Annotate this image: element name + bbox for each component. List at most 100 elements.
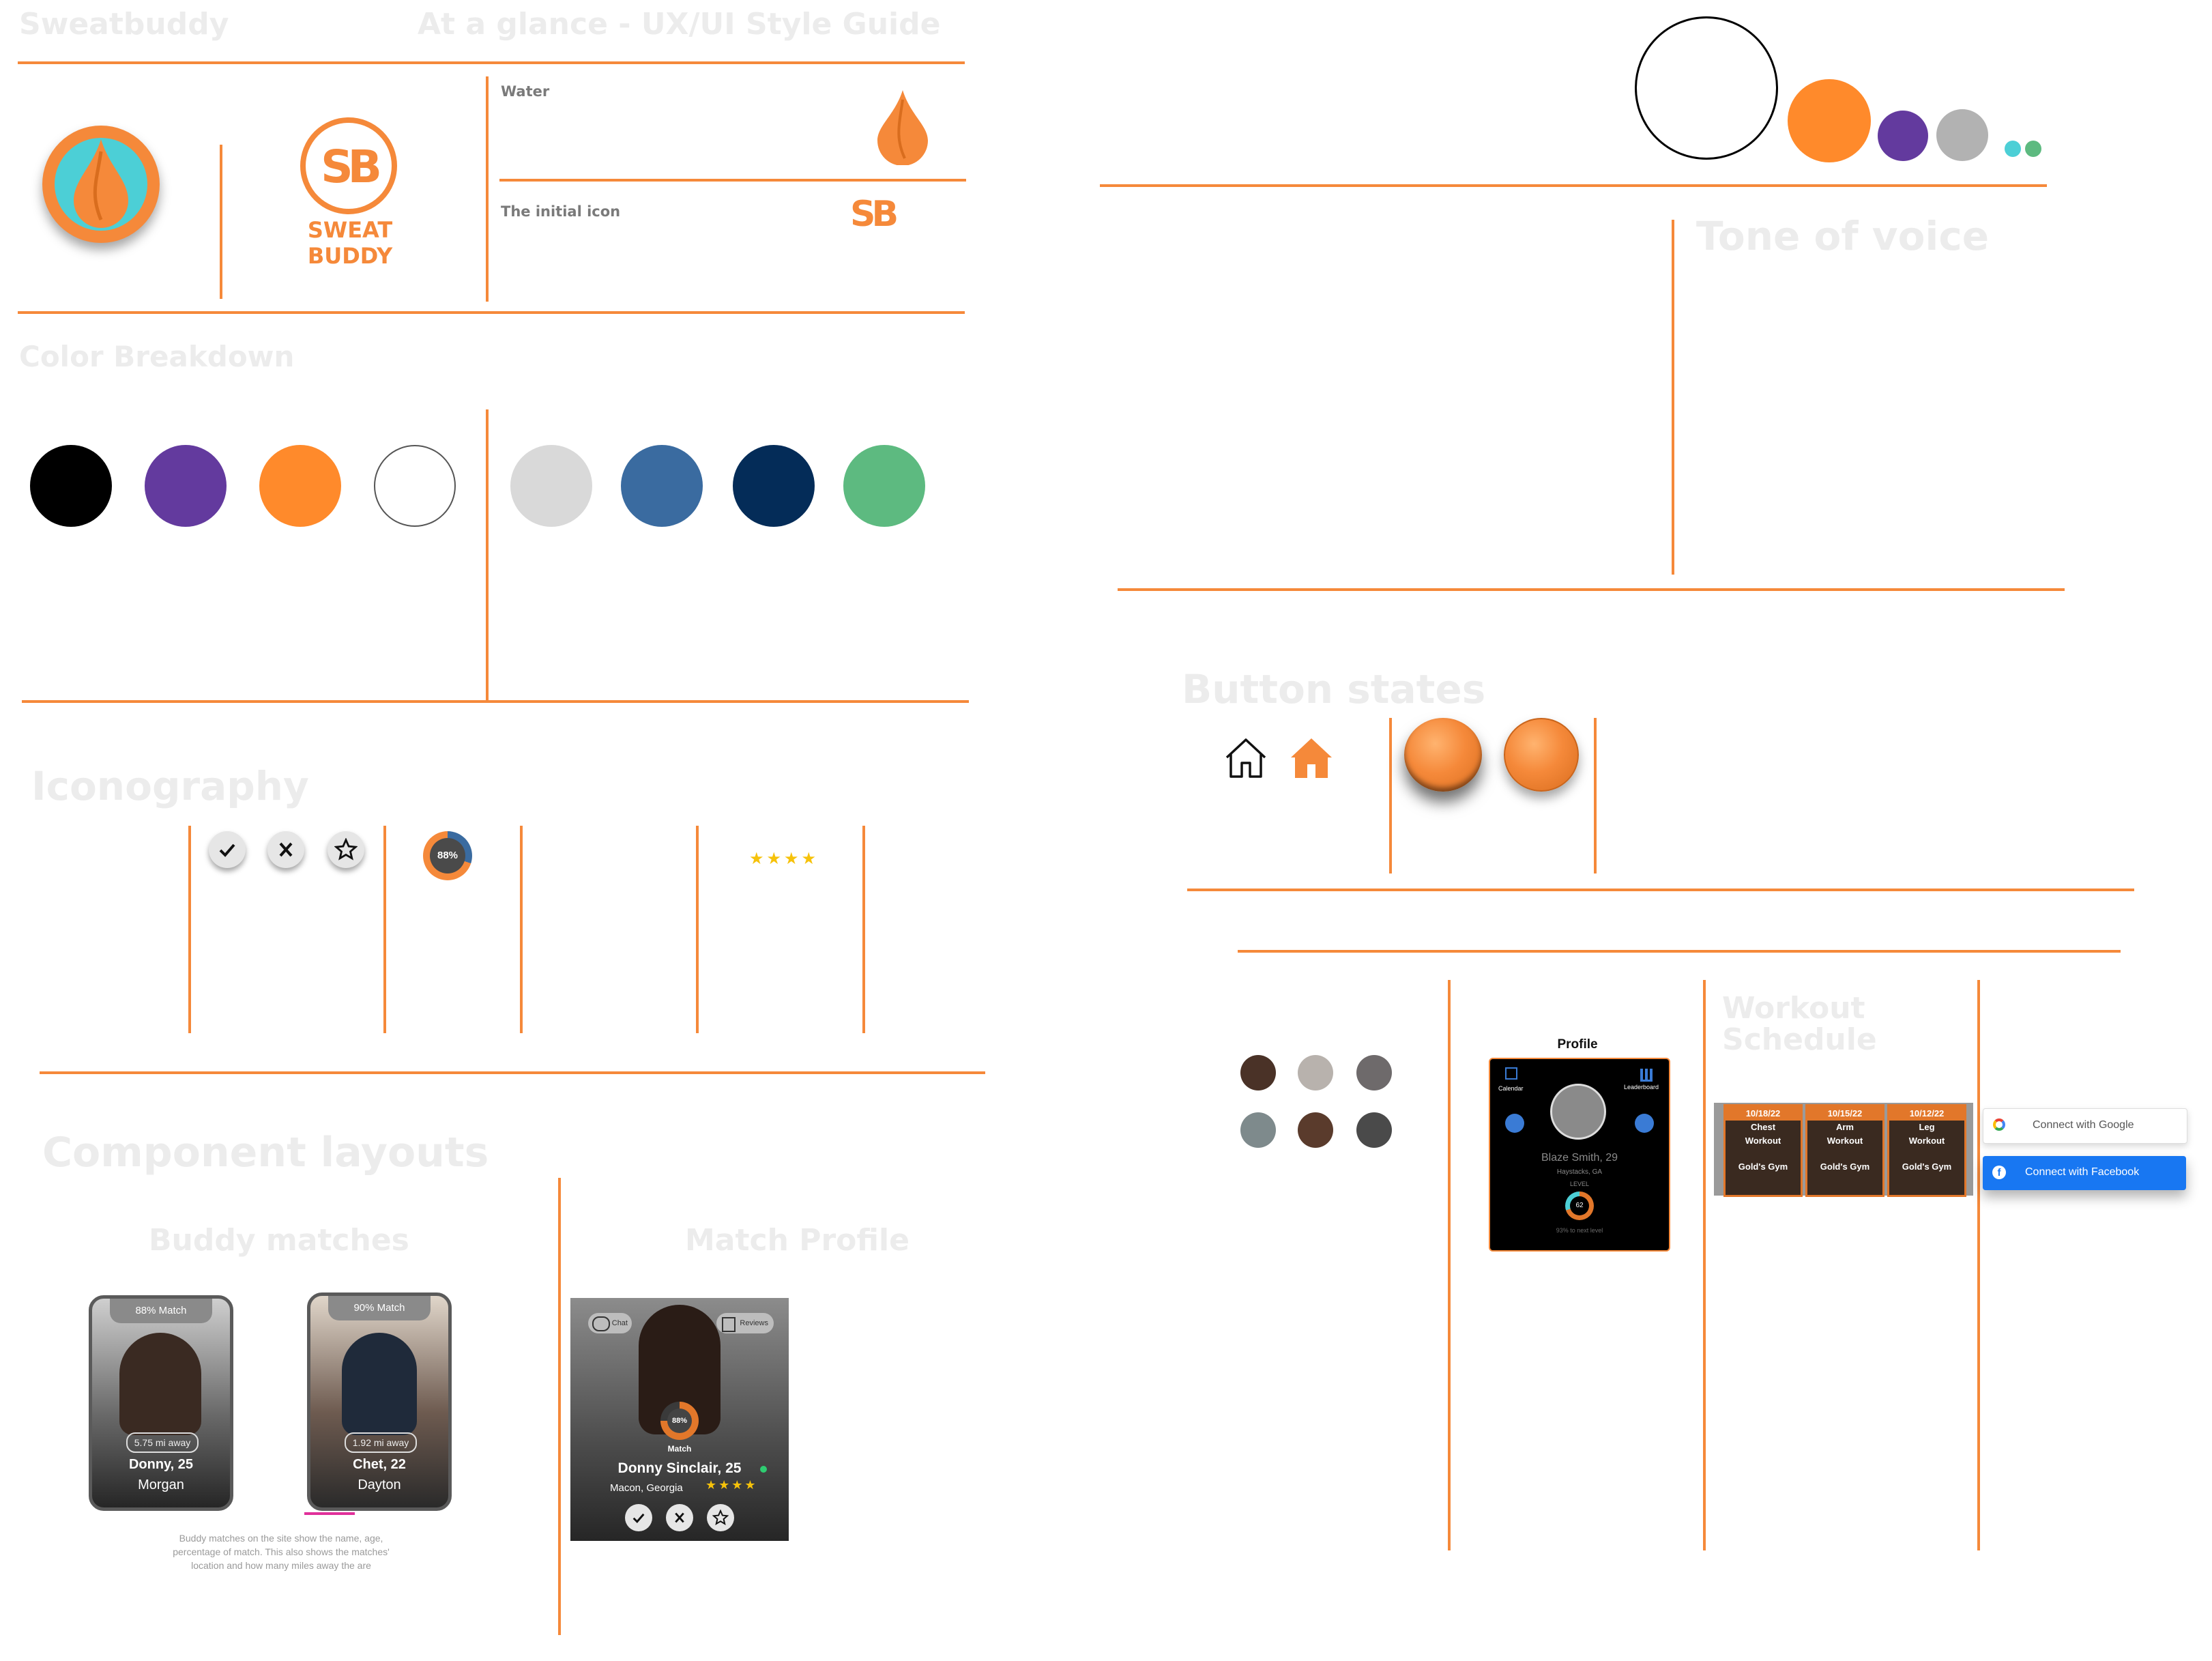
buddy-city: Morgan — [138, 1477, 184, 1492]
avatar[interactable] — [1298, 1055, 1333, 1091]
leaderboard-icon[interactable] — [1640, 1069, 1653, 1082]
section-title-workout-schedule-2: Schedule — [1722, 1022, 1877, 1057]
avatar[interactable] — [1298, 1112, 1333, 1148]
water-label: Water — [501, 83, 550, 100]
divider — [18, 61, 965, 64]
edit-icon[interactable] — [1505, 1114, 1524, 1133]
section-title-tone-of-voice: Tone of voice — [1696, 213, 1990, 259]
facebook-icon: f — [1992, 1166, 2006, 1179]
connect-facebook-button[interactable]: f Connect with Facebook — [1983, 1156, 2186, 1190]
purple-circle — [1878, 111, 1928, 161]
schedule-card[interactable]: 10/18/22 Chest Workout Gold's Gym — [1723, 1104, 1803, 1197]
divider — [1977, 980, 1980, 1550]
schedule-gym: Gold's Gym — [1738, 1161, 1788, 1172]
distance-pill: 1.92 mi away — [345, 1432, 417, 1453]
section-title-buddy-matches: Buddy matches — [149, 1223, 409, 1258]
reviews-label: Reviews — [740, 1319, 768, 1327]
leaderboard-label: Leaderboard — [1624, 1084, 1659, 1091]
reject-button[interactable] — [666, 1504, 693, 1531]
buddy-name: Donny, 25 — [128, 1457, 194, 1472]
divider — [1389, 718, 1392, 873]
settings-icon[interactable] — [1635, 1114, 1654, 1133]
divider — [558, 1178, 561, 1635]
initial-monogram-icon: SB — [850, 194, 899, 235]
match-location: Macon, Georgia — [610, 1482, 683, 1494]
white-circle — [1635, 16, 1778, 160]
x-icon — [279, 842, 293, 857]
divider — [22, 700, 969, 703]
home-outline-icon[interactable] — [1224, 737, 1268, 779]
schedule-workout-line2: Workout — [1827, 1136, 1863, 1146]
check-button[interactable] — [209, 831, 246, 868]
orange-button-default[interactable] — [1504, 718, 1579, 792]
divider — [383, 826, 386, 1033]
chat-button[interactable]: Chat — [588, 1313, 632, 1333]
x-icon — [675, 1512, 684, 1523]
favorite-button[interactable] — [707, 1504, 734, 1531]
divider — [862, 826, 865, 1033]
level-ring: 62 — [1565, 1191, 1594, 1220]
check-icon — [219, 843, 235, 857]
green-circle — [2025, 141, 2041, 157]
schedule-workout-line2: Workout — [1745, 1136, 1781, 1146]
swatch-navy — [733, 445, 815, 527]
match-profile-card[interactable]: Chat Reviews 88% Match Donny Sinclair, 2… — [570, 1298, 789, 1541]
divider — [18, 311, 965, 314]
divider — [1187, 889, 2134, 891]
home-filled-icon[interactable] — [1290, 737, 1333, 779]
match-percent-pill: 90% Match — [328, 1296, 431, 1320]
reject-button[interactable] — [267, 831, 304, 868]
app-name: Sweatbuddy — [19, 7, 229, 42]
avatar[interactable] — [1356, 1055, 1392, 1091]
swatch-purple — [145, 445, 227, 527]
divider — [1238, 950, 2121, 953]
favorite-button[interactable] — [328, 831, 364, 868]
profile-location: Haystacks, GA — [1556, 1168, 1603, 1176]
divider — [1672, 220, 1674, 575]
rating-stars: ★★★★ — [749, 850, 819, 868]
schedule-workout-line2: Workout — [1908, 1136, 1945, 1146]
buddy-photo — [342, 1333, 417, 1435]
swatch-light-gray — [510, 445, 592, 527]
star-icon — [334, 838, 358, 861]
distance-pill: 5.75 mi away — [126, 1432, 199, 1453]
buddy-card[interactable]: 90% Match 1.92 mi away Chet, 22 Dayton — [307, 1292, 452, 1511]
google-icon — [1993, 1118, 2005, 1131]
water-drop-icon — [877, 90, 928, 165]
divider — [499, 179, 966, 182]
brand-wordmark: SWEAT BUDDY — [307, 217, 393, 269]
swatch-white — [374, 445, 456, 527]
section-title-match-profile: Match Profile — [685, 1223, 909, 1258]
check-button[interactable] — [625, 1504, 652, 1531]
orange-button-pressed[interactable] — [1404, 718, 1482, 792]
divider — [40, 1071, 985, 1074]
divider — [1703, 980, 1706, 1550]
avatar[interactable] — [1240, 1112, 1276, 1148]
reviews-icon — [722, 1317, 736, 1332]
level-progress-text: 93% to next level — [1556, 1227, 1603, 1234]
initial-icon-label: The initial icon — [501, 203, 621, 220]
connect-google-button[interactable]: Connect with Google — [1983, 1108, 2187, 1144]
reviews-button[interactable]: Reviews — [716, 1313, 774, 1333]
swatch-green — [843, 445, 925, 527]
avatar[interactable] — [1240, 1055, 1276, 1091]
calendar-label: Calendar — [1498, 1085, 1524, 1092]
star-icon — [712, 1510, 729, 1526]
swatch-blue — [621, 445, 703, 527]
match-percent-badge: 88% — [423, 831, 472, 880]
buddy-photo — [119, 1333, 201, 1435]
avatar[interactable] — [1356, 1112, 1392, 1148]
profile-photo — [1550, 1084, 1606, 1140]
match-label: Match — [667, 1444, 692, 1454]
schedule-card[interactable]: 10/15/22 Arm Workout Gold's Gym — [1805, 1104, 1884, 1197]
check-icon — [632, 1513, 645, 1524]
divider — [486, 409, 489, 702]
facebook-label: Connect with Facebook — [2025, 1166, 2140, 1178]
calendar-icon[interactable] — [1505, 1067, 1517, 1080]
buddy-card[interactable]: 88% Match 5.75 mi away Donny, 25 Morgan — [89, 1295, 233, 1511]
schedule-workout-line1: Chest — [1750, 1122, 1776, 1132]
schedule-date: 10/18/22 — [1726, 1106, 1801, 1121]
app-icon — [42, 126, 160, 243]
chat-bubble-icon — [592, 1316, 610, 1331]
schedule-card[interactable]: 10/12/22 Leg Workout Gold's Gym — [1887, 1104, 1966, 1197]
